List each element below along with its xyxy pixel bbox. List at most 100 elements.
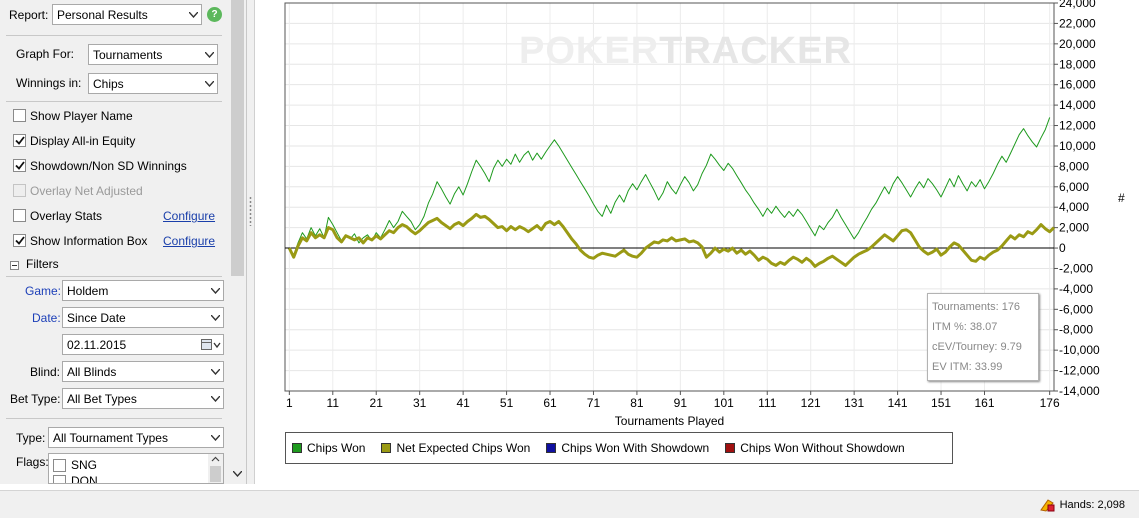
hands-count-text: Hands: 2,098 — [1059, 499, 1125, 511]
y-tick-label: -6,000 — [1059, 302, 1093, 316]
plot-frame — [284, 2, 1055, 392]
chevron-down-icon — [207, 428, 223, 447]
x-tick-label: 121 — [801, 396, 821, 410]
y-tick-label: 24,000 — [1059, 0, 1096, 10]
x-tick-label: 71 — [587, 396, 601, 410]
x-tick-label: 91 — [674, 396, 688, 410]
bet-type-select[interactable]: All Bet Types — [62, 388, 224, 409]
calendar-icon[interactable] — [199, 335, 223, 354]
help-icon[interactable]: ? — [207, 7, 222, 22]
flag-don-label: DON — [71, 474, 98, 484]
game-value: Holdem — [67, 283, 109, 298]
y-tick-label: 8,000 — [1059, 159, 1089, 173]
x-tick-label: 176 — [1040, 396, 1060, 410]
chart-svg: 24,00022,00020,00018,00016,00014,00012,0… — [284, 0, 1125, 428]
winnings-in-select[interactable]: Chips — [88, 73, 218, 94]
results-chart: 24,000 22,000 20,000 18,000 16,000 14,000 12,0… — [256, 0, 1139, 480]
flag-item-sng[interactable]: SNG — [53, 457, 97, 473]
checkmark-icon — [14, 136, 25, 145]
flags-scrollbar[interactable] — [208, 454, 223, 483]
chevron-down-icon — [201, 45, 217, 64]
flag-sng-checkbox[interactable] — [53, 458, 66, 472]
x-tick-label: 161 — [974, 396, 994, 410]
divider — [6, 101, 222, 102]
legend-label: Chips Won With Showdown — [561, 441, 710, 455]
show-player-name-checkbox[interactable] — [13, 109, 26, 122]
display-all-in-equity-checkbox[interactable] — [13, 134, 26, 147]
show-information-box-checkbox[interactable] — [13, 234, 26, 247]
x-tick-label: 111 — [758, 396, 777, 410]
x-tick-label: 21 — [370, 396, 384, 410]
scroll-down-icon[interactable] — [230, 466, 245, 481]
chevron-down-icon — [207, 389, 223, 408]
panel-splitter[interactable] — [247, 0, 255, 484]
x-tick-label: 151 — [931, 396, 951, 410]
information-box-configure-link[interactable]: Configure — [163, 234, 216, 248]
date-input-value: 02.11.2015 — [67, 337, 127, 352]
overlay-net-adjusted-label: Overlay Net Adjusted — [30, 184, 143, 198]
legend-label: Net Expected Chips Won — [396, 441, 531, 455]
legend-swatch — [546, 443, 557, 453]
info-tournaments: Tournaments: 176 — [932, 301, 1021, 313]
legend-net-expected[interactable]: Net Expected Chips Won — [381, 441, 530, 455]
tournament-type-value: All Tournament Types — [53, 430, 168, 445]
flags-label: Flags: — [16, 455, 49, 469]
flag-don-checkbox[interactable] — [53, 474, 66, 483]
collapse-icon[interactable] — [10, 261, 19, 270]
x-axis-label: Tournaments Played — [615, 414, 724, 428]
checkmark-icon — [14, 161, 25, 170]
y-tick-label: 16,000 — [1059, 78, 1096, 92]
flags-list[interactable]: SNG DON — [48, 453, 224, 484]
tournament-type-select[interactable]: All Tournament Types — [48, 427, 224, 448]
bet-type-label: Bet Type: — [10, 392, 61, 406]
scrollbar-thumb[interactable] — [231, 0, 244, 276]
overlay-stats-label: Overlay Stats — [30, 209, 103, 223]
blind-select[interactable]: All Blinds — [62, 361, 224, 382]
date-select[interactable]: Since Date — [62, 307, 224, 328]
graph-for-select[interactable]: Tournaments — [88, 44, 218, 65]
overlay-net-adjusted-checkbox — [13, 184, 26, 197]
date-input[interactable]: 02.11.2015 — [62, 334, 224, 355]
winnings-in-label: Winnings in: — [16, 76, 82, 90]
flag-item-don[interactable]: DON — [53, 473, 98, 484]
x-tick-label: 41 — [456, 396, 470, 410]
scroll-arrows-icon — [210, 456, 221, 482]
graph-for-label: Graph For: — [16, 47, 75, 61]
y-tick-label: 2,000 — [1059, 221, 1089, 235]
overlay-stats-configure-link[interactable]: Configure — [163, 209, 216, 223]
checkmark-icon — [14, 236, 25, 245]
graph-settings-panel: Report: Personal Results ? Graph For: To… — [0, 0, 247, 484]
status-bar: Hands: 2,098 — [0, 490, 1139, 518]
filters-header: Filters — [26, 257, 59, 271]
game-select[interactable]: Holdem — [62, 280, 224, 301]
bet-type-value: All Bet Types — [67, 391, 137, 406]
legend-without-showdown[interactable]: Chips Won Without Showdown — [725, 441, 905, 455]
y-tick-label: 14,000 — [1059, 98, 1096, 112]
report-select[interactable]: Personal Results — [52, 4, 202, 25]
showdown-winnings-checkbox[interactable] — [13, 159, 26, 172]
y-tick-label: -10,000 — [1059, 343, 1100, 357]
chevron-down-icon — [207, 362, 223, 381]
y-tick-label: -4,000 — [1059, 282, 1093, 296]
blind-label: Blind: — [30, 365, 61, 379]
overlay-stats-checkbox[interactable] — [13, 209, 26, 222]
show-information-box-label: Show Information Box — [30, 234, 148, 248]
hands-count: Hands: 2,098 — [1039, 498, 1125, 512]
series-net-expected — [287, 212, 1056, 268]
x-tick-label: 141 — [888, 396, 908, 410]
y-tick-label: -14,000 — [1059, 384, 1100, 398]
y-axis-label: # — [1118, 191, 1125, 205]
y-tick-label: -2,000 — [1059, 261, 1093, 275]
divider — [6, 35, 222, 36]
report-select-value: Personal Results — [57, 7, 148, 22]
winnings-in-value: Chips — [93, 76, 124, 91]
legend-with-showdown[interactable]: Chips Won With Showdown — [546, 441, 709, 455]
date-value: Since Date — [67, 310, 126, 325]
divider — [6, 418, 222, 419]
left-panel-scrollbar[interactable] — [230, 0, 245, 484]
date-label: Date: — [32, 311, 61, 325]
legend-chips-won[interactable]: Chips Won — [292, 441, 365, 455]
divider — [6, 276, 222, 277]
report-label: Report: — [9, 8, 49, 22]
y-tick-label: 10,000 — [1059, 139, 1096, 153]
